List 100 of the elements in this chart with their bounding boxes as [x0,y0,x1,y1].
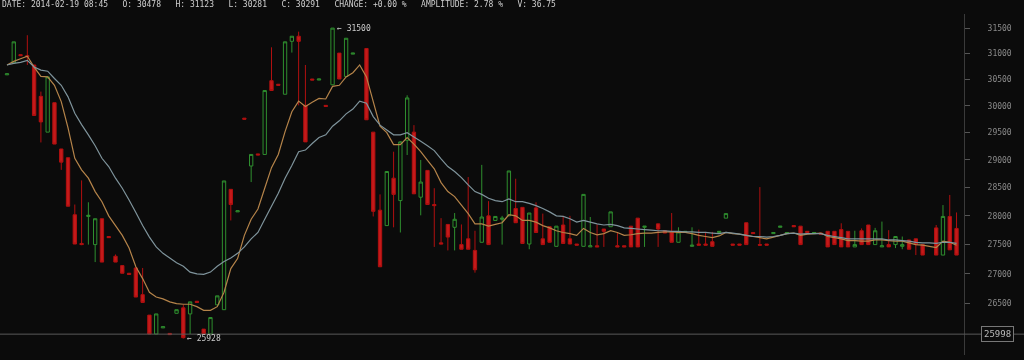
candlestick [601,228,607,248]
candlestick [730,243,735,246]
candlestick [208,317,213,335]
candlestick [615,232,620,248]
candlestick [934,224,939,256]
candlestick [567,215,573,245]
candlestick [187,301,193,335]
candlestick [499,215,505,246]
candlestick [228,188,233,221]
y-tick-label: 27500 [987,240,1012,250]
candlestick [900,236,905,250]
candlestick [296,31,301,106]
y-tick-label: 30000 [987,101,1012,111]
candlestick [79,179,84,246]
candlestick [472,230,478,274]
candlestick [588,216,593,248]
candlestick [323,104,328,107]
candlestick [445,223,451,251]
candlestick [391,151,396,228]
candlestick [581,193,586,247]
candlestick [947,194,952,251]
candlestick [364,47,369,121]
candlestick [86,201,91,246]
candlestick [11,41,16,64]
candlestick [120,265,125,274]
candlestick [655,223,661,248]
candlestick [737,243,742,246]
candlestick [418,159,423,216]
candlestick [432,187,437,248]
candlestick [154,313,159,335]
candlestick [527,212,532,250]
candlestick [703,231,708,246]
candlestick [920,244,925,256]
candlestick [174,309,179,314]
candlestick [255,153,261,156]
candlestick [113,253,118,263]
candlestick [147,314,152,335]
candlestick [676,226,681,243]
candlestick [99,218,105,263]
y-tick-label: 31500 [987,23,1012,33]
annotation: ← 25928 [187,334,221,343]
candlestick [940,204,946,256]
candlestick [805,230,810,233]
y-tick-label: 28000 [987,211,1012,221]
y-tick-label: 30500 [987,75,1012,85]
candlestick [276,83,281,86]
candlestick [411,124,417,195]
candlestick [513,178,518,224]
candlestick [622,245,627,248]
candlestick [106,236,111,239]
y-tick-label: 31000 [987,49,1012,59]
candlestick [52,102,57,145]
candlestick [45,76,50,133]
candlestick [133,267,139,298]
candlestick [954,211,959,256]
candlestick [479,164,484,243]
candlestick [330,27,335,86]
candlestick [459,223,464,250]
candlestick [59,148,64,171]
line-series [6,59,958,276]
candlestick [540,213,545,246]
candlestick [438,217,444,245]
y-tick-label: 28500 [987,183,1012,193]
candlestick [289,35,295,54]
candlestick [852,230,857,248]
candlestick [242,117,247,120]
candlestick [235,210,240,213]
candlestick [879,221,885,248]
candlestick [343,37,349,77]
candlestick [635,217,640,248]
y-tick-label: 29000 [987,155,1012,165]
candlestick [574,243,579,246]
candlestick [452,212,457,251]
candlestick [262,90,267,155]
candlestick [696,229,701,246]
candlestick [140,267,145,303]
candlestick [594,223,600,248]
candlestick [160,326,166,329]
candlestick [269,46,274,92]
candlestick [25,34,30,66]
candlestick [886,229,891,248]
candlestick [466,176,471,250]
candlestick [337,52,342,80]
candlestick [764,243,769,246]
chart-title: DATE: 2014-02-19 08:45 O: 30478 H: 31123 L: 30281 C: 30291 CHANGE: +0.00 % AMPLITUDE: 2.78 % V: 36.75 [2,0,557,10]
annotation: ← 31500 [337,24,371,33]
candlestick [689,226,695,247]
y-tick-label: 29500 [987,128,1012,138]
candlestick [757,186,763,247]
candlestick [215,295,220,306]
candlestick [398,140,403,233]
candlestick [310,78,315,81]
candlestick [554,225,559,247]
candlestick [316,78,322,81]
candlestick [520,206,525,244]
candlestick [384,171,389,227]
candlestick [493,215,498,221]
candlestick [249,153,254,183]
candlestick [350,52,356,55]
candlestick [282,41,288,95]
